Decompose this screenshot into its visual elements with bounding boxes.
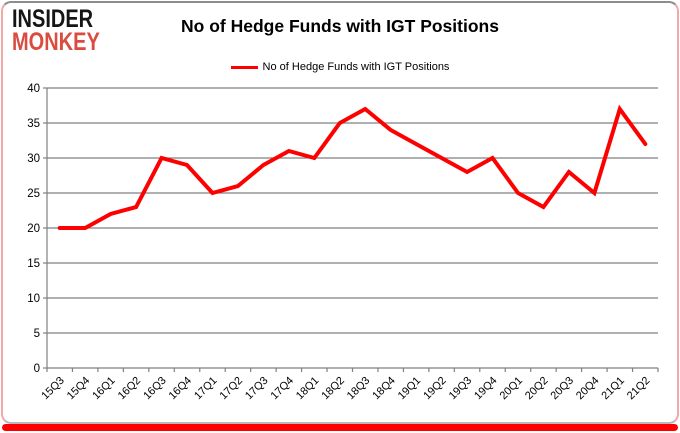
x-axis-label: 16Q3: [141, 375, 169, 403]
x-axis-label: 20Q4: [574, 375, 602, 403]
x-axis-label: 17Q1: [192, 375, 220, 403]
y-axis-label: 20: [27, 223, 40, 235]
x-axis-label: 21Q1: [599, 375, 627, 403]
x-axis-label: 21Q2: [625, 375, 653, 403]
y-axis-label: 15: [27, 258, 40, 270]
x-axis-label: 20Q3: [548, 375, 576, 403]
x-axis-label: 17Q4: [268, 375, 296, 403]
x-axis-label: 18Q3: [345, 375, 373, 403]
x-axis-label: 18Q2: [319, 375, 347, 403]
y-axis-label: 35: [27, 118, 40, 130]
y-axis-label: 0: [34, 363, 40, 375]
x-axis-label: 19Q2: [421, 375, 449, 403]
x-axis-label: 15Q3: [39, 375, 67, 403]
x-axis-label: 17Q3: [243, 375, 271, 403]
x-axis-label: 19Q4: [472, 375, 500, 403]
y-axis-label: 10: [27, 293, 40, 305]
x-axis-label: 15Q4: [65, 375, 93, 403]
x-axis-label: 20Q2: [523, 375, 551, 403]
y-axis-label: 40: [27, 83, 40, 95]
x-axis-label: 20Q1: [498, 375, 526, 403]
logo-word-insider: INSIDER: [12, 5, 94, 33]
bottom-red-bar: [2, 424, 678, 431]
x-axis-label: 16Q2: [116, 375, 144, 403]
logo-word-monkey: MONKEY: [12, 28, 100, 56]
x-axis-label: 16Q1: [90, 375, 118, 403]
x-axis-label: 17Q2: [217, 375, 245, 403]
x-axis-label: 18Q1: [294, 375, 322, 403]
legend-label: No of Hedge Funds with IGT Positions: [262, 61, 450, 73]
series-line: [57, 104, 648, 230]
chart-legend: No of Hedge Funds with IGT Positions: [0, 61, 680, 73]
y-axis-label: 5: [34, 328, 40, 340]
x-axis-label: 18Q4: [370, 375, 398, 403]
y-axis-label: 30: [27, 153, 40, 165]
x-axis-label: 19Q1: [396, 375, 424, 403]
y-axis-label: 25: [27, 188, 40, 200]
chart-title: No of Hedge Funds with IGT Positions: [181, 16, 499, 36]
insider-monkey-logo: INSIDER MONKEY: [12, 5, 100, 56]
x-axis-label: 16Q4: [167, 375, 195, 403]
x-axis-label: 19Q3: [447, 375, 475, 403]
legend-line-swatch: [230, 65, 258, 69]
